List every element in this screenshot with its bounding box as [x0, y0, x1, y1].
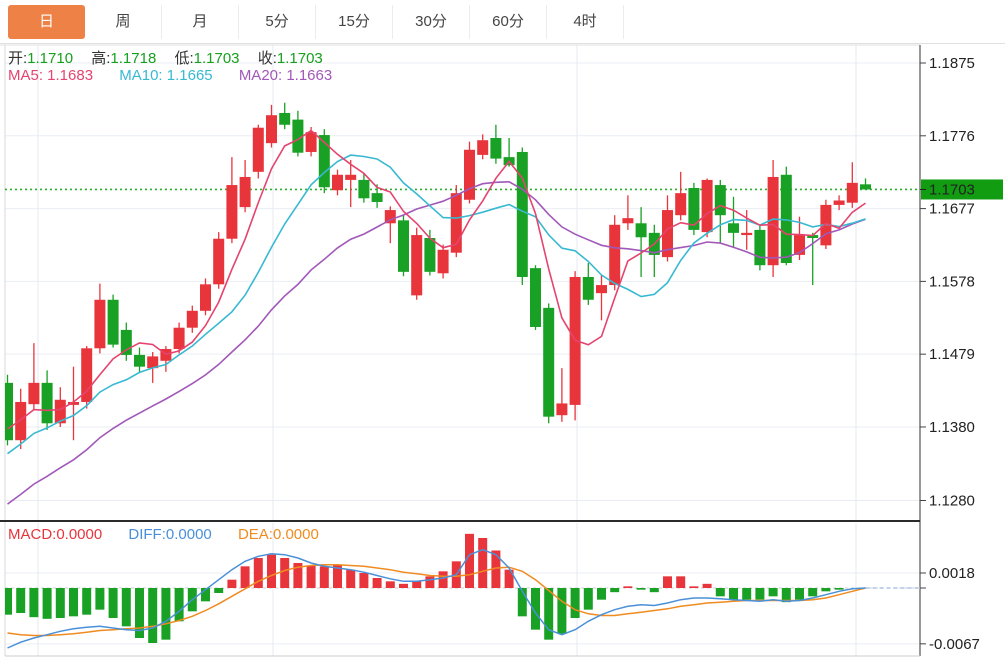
ma-lines: [7, 129, 866, 505]
close-label: 收:: [257, 50, 277, 67]
tab-5min[interactable]: 5分: [239, 4, 316, 39]
svg-text:1.1578: 1.1578: [929, 273, 975, 290]
svg-text:1.1776: 1.1776: [929, 128, 975, 145]
ma5-value: MA5: 1.1683: [8, 67, 94, 84]
svg-text:1.1703: 1.1703: [929, 181, 975, 198]
tab-month[interactable]: 月: [162, 4, 239, 39]
close-value: 1.1703: [276, 50, 323, 67]
ma20-value: MA20: 1.1663: [238, 67, 333, 84]
diff-value: DIFF:0.0000: [128, 526, 212, 543]
tab-60min[interactable]: 60分: [470, 4, 547, 39]
open-value: 1.1710: [27, 50, 74, 67]
open-label: 开:: [8, 50, 28, 67]
svg-text:1.1479: 1.1479: [929, 346, 975, 363]
dea-value: DEA:0.0000: [237, 526, 319, 543]
macd-value: MACD:0.0000: [8, 526, 103, 543]
tab-4hour[interactable]: 4时: [547, 4, 624, 39]
svg-text:1.1380: 1.1380: [929, 419, 975, 436]
macd-panel: [5, 533, 920, 649]
svg-text:1.1677: 1.1677: [929, 201, 975, 218]
price-axis: 1.1875 1.1776 1.1677 1.1578 1.1479 1.1380 1.12…: [920, 55, 1003, 510]
svg-text:0.0018: 0.0018: [929, 565, 975, 582]
current-price-label: [921, 179, 1003, 200]
svg-text:1.1875: 1.1875: [929, 55, 975, 72]
high-label: 高:: [91, 50, 111, 67]
gridlines: [5, 45, 920, 656]
tab-30min[interactable]: 30分: [393, 4, 470, 39]
diff-line: [7, 548, 866, 649]
ma20-line: [7, 180, 866, 505]
low-label: 低:: [174, 50, 194, 67]
tab-15min[interactable]: 15分: [316, 4, 393, 39]
ohlc-info-row: 开:1.1710 高:1.1718 低:1.1703 收:1.1703: [8, 47, 337, 68]
high-value: 1.1718: [110, 50, 157, 67]
period-tab-bar: 日 周 月 5分 15分 30分 60分 4时: [0, 0, 1005, 44]
tab-day[interactable]: 日: [8, 4, 85, 39]
candlestick-series: [5, 102, 871, 450]
ma5-line: [7, 129, 866, 430]
ma-legend-row: MA5: 1.1683 MA10: 1.1665 MA20: 1.1663: [8, 67, 354, 84]
ma10-line: [7, 154, 866, 455]
tab-week[interactable]: 周: [85, 4, 162, 39]
svg-text:-0.0067: -0.0067: [929, 636, 980, 653]
macd-legend-row: MACD:0.0000 DIFF:0.0000 DEA:0.0000: [8, 526, 341, 543]
ma10-value: MA10: 1.1665: [119, 67, 213, 84]
chart-frame: [0, 44, 921, 657]
svg-text:1.1280: 1.1280: [929, 493, 975, 510]
low-value: 1.1703: [193, 50, 240, 67]
dea-line: [7, 563, 866, 637]
macd-axis: 0.0018 -0.0067: [920, 565, 980, 653]
